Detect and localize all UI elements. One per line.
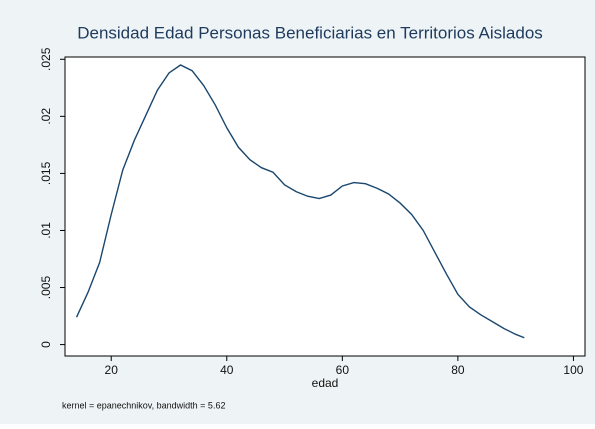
x-tick-label: 100 (563, 363, 583, 377)
x-tick-label: 80 (451, 363, 465, 377)
x-tick-label: 20 (105, 363, 119, 377)
x-tick-label: 40 (220, 363, 234, 377)
y-tick-label: .01 (39, 222, 53, 239)
y-tick-label: .015 (39, 161, 53, 185)
x-tick-label: 60 (336, 363, 350, 377)
note: kernel = epanechnikov, bandwidth = 5.62 (62, 400, 225, 410)
chart-title: Densidad Edad Personas Beneficiarias en … (77, 23, 543, 42)
density-line (75, 64, 525, 339)
y-tick-label: 0 (39, 341, 53, 348)
x-axis-label: edad (312, 376, 339, 390)
y-tick-label: .025 (39, 47, 53, 71)
y-tick-label: .005 (39, 276, 53, 300)
y-tick-label: .02 (39, 108, 53, 125)
plot-region (64, 56, 586, 357)
